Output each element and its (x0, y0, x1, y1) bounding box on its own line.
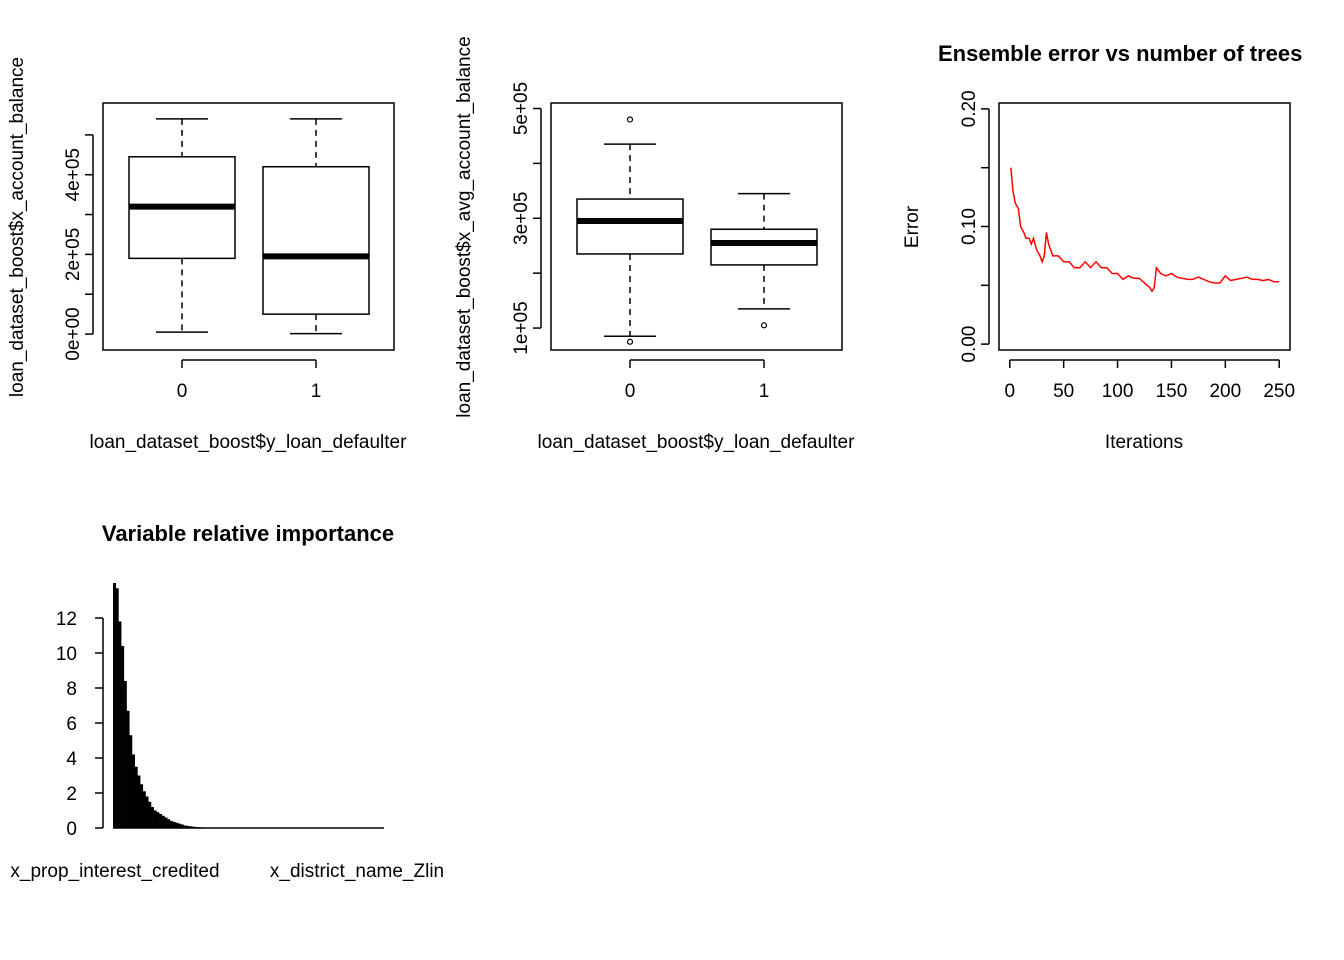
y-tick-label: 0.10 (959, 208, 980, 245)
x-tick-label: 0 (625, 381, 636, 402)
importance-bar (145, 796, 149, 828)
importance-bar (188, 826, 192, 828)
box-0 (128, 118, 236, 333)
importance-bar (167, 819, 171, 828)
y-tick-label: 4e+05 (63, 148, 84, 201)
x-tick-label: 200 (1209, 381, 1241, 402)
error-series (1010, 167, 1280, 293)
importance-bar (161, 815, 165, 828)
panel-ensemble-error-line: Ensemble error vs number of trees 0.000.… (902, 41, 1302, 453)
importance-bar (131, 754, 135, 828)
x-tick-label: x_prop_interest_credited (10, 861, 219, 882)
boxes (576, 116, 818, 345)
outlier-point (626, 338, 634, 345)
importance-bar (121, 646, 125, 828)
x-tick-label: 1 (759, 381, 770, 402)
importance-bar (178, 823, 182, 829)
importance-bar (186, 825, 190, 828)
y-tick-label: 6 (66, 714, 77, 735)
importance-bar (159, 814, 163, 828)
importance-bar (180, 824, 184, 828)
outlier-point (626, 116, 634, 123)
x-tick-label: 0 (177, 381, 188, 402)
y-tick-label: 3e+05 (511, 192, 532, 245)
iqr-box (576, 198, 684, 255)
y-axis: 0 2 4 6 8 10 12 (56, 609, 104, 840)
x-tick-label: x_district_name_Zlin (270, 861, 444, 882)
bars (113, 583, 222, 829)
importance-bar (140, 784, 144, 828)
y-axis-title: Error (902, 205, 923, 248)
plot-title: Ensemble error vs number of trees (938, 41, 1302, 66)
x-tick-label: 250 (1263, 381, 1295, 402)
importance-bar (148, 801, 152, 828)
importance-bar (137, 775, 141, 828)
y-tick-label: 12 (56, 609, 77, 630)
importance-bar (164, 817, 168, 828)
importance-bar (153, 810, 157, 828)
boxes (128, 118, 370, 335)
importance-bar (123, 681, 127, 828)
importance-bar (126, 710, 130, 828)
x-tick-label: 1 (311, 381, 322, 402)
y-axis: 0e+00 2e+05 4e+05 (63, 134, 94, 361)
y-tick-label: 0.20 (959, 90, 980, 127)
importance-bar (175, 822, 179, 828)
y-tick-label: 0 (66, 819, 77, 840)
box-1 (262, 118, 370, 335)
importance-bar (142, 791, 146, 828)
box-0 (576, 116, 684, 345)
y-tick-label: 5e+05 (511, 82, 532, 135)
plot-frame (550, 102, 843, 351)
x-axis-title: loan_dataset_boost$y_loan_defaulter (90, 432, 408, 453)
y-tick-label: 2 (66, 784, 77, 805)
x-axis: 0 50 100 150 200 250 (1004, 359, 1295, 402)
importance-bar (118, 621, 122, 828)
importance-bar (150, 807, 154, 828)
importance-bar (156, 812, 160, 828)
y-tick-label: 0.00 (959, 326, 980, 363)
importance-bar (169, 821, 173, 828)
x-axis-title: loan_dataset_boost$y_loan_defaulter (538, 432, 856, 453)
y-tick-label: 1e+05 (511, 301, 532, 354)
y-axis: 0.00 0.10 0.20 (959, 90, 990, 363)
panel-variable-importance-bar: Variable relative importance 0 2 4 6 8 10 12 x… (10, 521, 444, 882)
error-line (1010, 167, 1280, 293)
box-1 (710, 192, 818, 329)
x-tick-label: 0 (1004, 381, 1015, 402)
importance-bar (129, 735, 133, 828)
x-tick-label: 50 (1053, 381, 1074, 402)
importance-bar (113, 583, 117, 828)
plot-frame (998, 102, 1291, 351)
y-tick-label: 8 (66, 679, 77, 700)
importance-bar (183, 825, 187, 829)
y-axis-title: loan_dataset_boost$x_avg_account_balance (454, 36, 475, 417)
plot-title: Variable relative importance (102, 521, 394, 546)
iqr-box (710, 228, 818, 266)
y-tick-label: 0e+00 (63, 307, 84, 360)
y-tick-label: 2e+05 (63, 228, 84, 281)
iqr-box (262, 165, 370, 315)
plot-frame (102, 102, 395, 351)
x-axis-title: Iterations (1105, 432, 1183, 453)
y-axis: 1e+05 3e+05 5e+05 (511, 82, 542, 355)
importance-bar (134, 766, 138, 828)
y-tick-label: 4 (66, 749, 77, 770)
outlier-point (760, 322, 768, 329)
importance-bar (172, 821, 176, 829)
y-tick-label: 10 (56, 644, 77, 665)
importance-bar (115, 588, 119, 828)
x-tick-label: 150 (1156, 381, 1188, 402)
y-axis-title: loan_dataset_boost$x_account_balance (7, 57, 28, 397)
x-tick-label: 100 (1102, 381, 1134, 402)
